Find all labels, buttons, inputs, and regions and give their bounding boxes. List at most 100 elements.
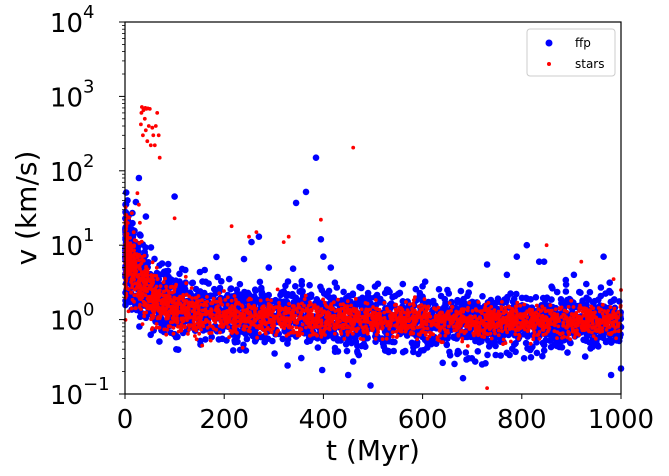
point-stars — [146, 299, 151, 303]
point-stars — [310, 312, 314, 317]
point-stars — [608, 305, 613, 309]
point-stars — [260, 325, 264, 330]
point-stars — [612, 306, 617, 311]
point-stars — [577, 306, 582, 310]
point-stars — [465, 344, 470, 348]
point-stars — [484, 313, 489, 317]
point-stars — [210, 316, 215, 321]
point-stars — [274, 314, 279, 319]
point-stars — [493, 331, 497, 336]
point-stars — [142, 287, 147, 291]
point-stars — [492, 308, 497, 312]
point-ffp — [557, 296, 565, 303]
point-ffp — [272, 297, 279, 304]
point-stars — [436, 305, 441, 310]
point-stars — [125, 268, 129, 273]
point-stars — [125, 237, 129, 242]
point-stars — [545, 318, 549, 323]
point-stars — [473, 314, 477, 319]
point-stars — [514, 310, 519, 314]
point-ffp — [419, 283, 426, 290]
point-stars — [197, 331, 202, 336]
point-stars — [350, 331, 355, 336]
point-stars — [614, 319, 619, 323]
point-ffp — [476, 339, 483, 346]
point-ffp — [446, 352, 454, 359]
point-ffp — [399, 280, 407, 288]
point-stars — [375, 317, 380, 322]
point-stars — [553, 307, 558, 312]
point-stars — [218, 296, 222, 301]
point-ffp — [314, 344, 322, 351]
point-stars — [443, 333, 448, 338]
point-stars — [470, 309, 475, 313]
point-stars — [509, 310, 514, 315]
point-stars — [169, 320, 173, 325]
point-stars — [438, 333, 442, 338]
point-stars — [312, 303, 317, 308]
point-stars — [430, 321, 435, 325]
point-stars — [280, 315, 284, 319]
point-stars — [142, 311, 147, 315]
point-stars — [240, 304, 245, 309]
point-stars — [217, 313, 222, 318]
point-ffp — [299, 288, 306, 295]
point-stars — [247, 325, 252, 330]
point-ffp — [587, 345, 594, 352]
point-ffp — [583, 280, 590, 288]
point-stars — [164, 332, 169, 337]
point-stars — [460, 314, 465, 319]
point-stars — [604, 328, 609, 332]
point-ffp — [500, 332, 507, 339]
point-stars — [220, 322, 224, 326]
point-ffp — [564, 349, 571, 356]
point-ffp — [279, 335, 287, 343]
point-ffp — [147, 331, 154, 339]
point-ffp — [208, 333, 215, 341]
point-stars — [144, 265, 149, 269]
point-ffp — [156, 338, 163, 345]
point-stars — [141, 258, 146, 263]
point-ffp — [202, 278, 209, 286]
point-stars — [210, 300, 215, 304]
point-ffp — [124, 197, 131, 204]
point-stars — [213, 320, 218, 325]
point-stars — [448, 315, 453, 319]
point-stars — [161, 289, 166, 294]
point-stars — [606, 308, 610, 313]
point-stars — [187, 328, 191, 332]
point-stars — [532, 333, 536, 338]
point-ffp — [231, 337, 238, 344]
point-stars — [460, 328, 464, 333]
point-stars — [242, 327, 247, 332]
point-ffp — [248, 238, 255, 246]
point-stars — [508, 321, 513, 326]
point-stars — [477, 325, 482, 330]
point-ffp — [343, 347, 351, 355]
point-stars — [253, 309, 257, 314]
point-stars — [177, 324, 181, 329]
point-stars — [140, 255, 144, 259]
point-ffp — [383, 286, 391, 293]
point-stars — [211, 296, 216, 301]
point-stars — [271, 314, 276, 319]
point-stars — [373, 337, 378, 341]
point-stars — [232, 294, 237, 298]
point-ffp — [471, 358, 479, 365]
point-stars — [126, 309, 131, 314]
point-stars — [354, 329, 359, 333]
point-stars — [319, 318, 324, 323]
point-stars — [374, 320, 379, 325]
point-stars — [571, 305, 576, 309]
point-stars — [514, 320, 518, 324]
point-stars — [549, 308, 554, 313]
point-stars — [407, 302, 412, 307]
point-stars — [497, 320, 502, 325]
point-stars — [225, 295, 230, 300]
point-stars — [218, 330, 222, 335]
point-stars — [493, 316, 498, 321]
point-stars — [292, 304, 296, 308]
point-stars — [129, 211, 134, 216]
point-stars — [593, 336, 598, 341]
point-stars — [534, 303, 539, 308]
